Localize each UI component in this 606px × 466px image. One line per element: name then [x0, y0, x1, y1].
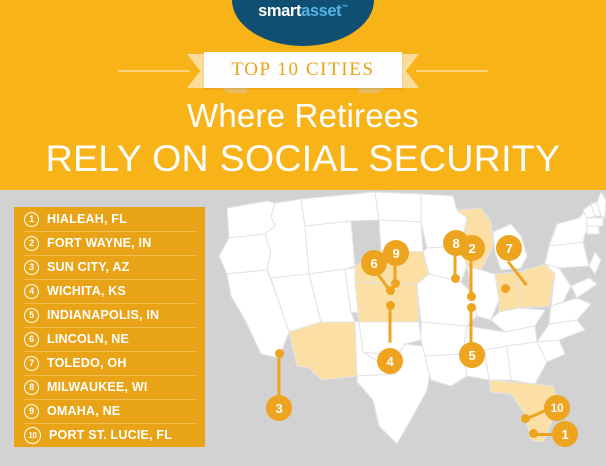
state-nj — [588, 251, 602, 275]
row-separator — [24, 423, 197, 424]
state-ct — [586, 225, 600, 235]
state-pa — [544, 241, 590, 269]
page-title: Where Retirees RELY ON SOCIAL SECURITY — [0, 96, 606, 180]
rank-badge: 6 — [24, 331, 39, 347]
map-dot-2 — [467, 292, 476, 301]
city-label: WICHITA, KS — [47, 284, 127, 298]
city-label: OMAHA, NE — [47, 404, 121, 418]
top-cities-list: 1 HIALEAH, FL 2 FORT WAYNE, IN 3 SUN CIT… — [14, 207, 205, 447]
row-separator — [24, 279, 197, 280]
list-item[interactable]: 10 PORT ST. LUCIE, FL — [14, 423, 205, 447]
ribbon-rule-left — [118, 70, 190, 72]
ribbon: TOP 10 CITIES — [0, 52, 606, 93]
list-item[interactable]: 5 INDIANAPOLIS, IN — [14, 303, 205, 327]
city-label: LINCOLN, NE — [47, 332, 130, 346]
title-line-1: Where Retirees — [186, 97, 420, 134]
map-marker-6[interactable]: 6 — [361, 250, 387, 276]
list-item[interactable]: 2 FORT WAYNE, IN — [14, 231, 205, 255]
row-separator — [24, 351, 197, 352]
state-nd — [374, 191, 422, 223]
ribbon-label: TOP 10 CITIES — [231, 59, 375, 80]
state-ky — [490, 307, 546, 333]
list-item[interactable]: 1 HIALEAH, FL — [14, 207, 205, 231]
list-item[interactable]: 8 MILWAUKEE, WI — [14, 375, 205, 399]
list-item[interactable]: 3 SUN CITY, AZ — [14, 255, 205, 279]
city-label: TOLEDO, OH — [47, 356, 127, 370]
row-separator — [24, 231, 197, 232]
city-label: MILWAUKEE, WI — [47, 380, 148, 394]
city-label: FORT WAYNE, IN — [47, 236, 152, 250]
state-ma — [586, 217, 604, 227]
ribbon-fold-left — [221, 88, 247, 93]
list-item[interactable]: 6 LINCOLN, NE — [14, 327, 205, 351]
list-item[interactable]: 4 WICHITA, KS — [14, 279, 205, 303]
state-nc — [536, 319, 586, 343]
map-dot-4 — [386, 301, 395, 310]
us-map: 8 9 6 4 3 2 7 5 10 1 — [205, 190, 606, 466]
row-separator — [24, 327, 197, 328]
rank-badge: 2 — [24, 235, 39, 251]
state-fl-highlight — [488, 379, 558, 443]
ribbon-fold-right — [359, 88, 385, 93]
header-banner: smartasset™ TOP 10 CITIES Where Retirees… — [0, 0, 606, 190]
rank-badge: 1 — [24, 211, 39, 227]
map-marker-10[interactable]: 10 — [544, 395, 570, 421]
leader-line-1 — [533, 433, 565, 436]
leader-line-3 — [277, 354, 281, 399]
row-separator — [24, 255, 197, 256]
state-wy — [304, 220, 356, 275]
logo-wordmark: smartasset™ — [232, 2, 374, 21]
leader-line-5 — [469, 308, 473, 344]
city-label: INDIANAPOLIS, IN — [47, 308, 160, 322]
rank-badge: 3 — [24, 259, 39, 275]
map-dot-5 — [467, 303, 476, 312]
state-or — [218, 233, 272, 275]
rank-badge: 10 — [24, 426, 41, 444]
map-dot-3 — [275, 349, 284, 358]
rank-badge: 9 — [24, 403, 39, 419]
state-oh-highlight — [518, 263, 556, 309]
map-dot-7 — [501, 284, 510, 293]
map-marker-1[interactable]: 1 — [552, 421, 578, 447]
map-marker-3[interactable]: 3 — [266, 395, 292, 421]
leader-line-4 — [388, 306, 392, 343]
rank-badge: 5 — [24, 307, 39, 323]
rank-badge: 8 — [24, 379, 39, 395]
row-separator — [24, 375, 197, 376]
list-item[interactable]: 7 TOLEDO, OH — [14, 351, 205, 375]
state-tx — [356, 343, 432, 445]
map-marker-5[interactable]: 5 — [459, 342, 485, 368]
leader-line-2 — [469, 258, 473, 296]
state-az-highlight — [288, 321, 358, 381]
logo-smart-text: smart — [258, 2, 302, 20]
map-marker-2[interactable]: 2 — [459, 235, 485, 261]
map-dot-6 — [386, 286, 395, 295]
map-dot-10 — [521, 414, 530, 423]
list-item[interactable]: 9 OMAHA, NE — [14, 399, 205, 423]
city-label: HIALEAH, FL — [47, 212, 127, 226]
title-line-2: RELY ON SOCIAL SECURITY — [45, 137, 561, 179]
map-dot-1 — [529, 429, 538, 438]
ribbon-rule-right — [416, 70, 488, 72]
rank-badge: 7 — [24, 355, 39, 371]
rank-badge: 4 — [24, 283, 39, 299]
state-md — [570, 277, 598, 299]
us-map-svg — [218, 191, 606, 445]
map-dot-8 — [451, 274, 460, 283]
map-marker-4[interactable]: 4 — [377, 348, 403, 374]
map-dot-9 — [391, 279, 400, 288]
logo-trademark-symbol: ™ — [341, 4, 348, 12]
state-va — [548, 297, 592, 325]
map-marker-7[interactable]: 7 — [496, 235, 522, 261]
state-ga — [506, 341, 548, 385]
smartasset-logo[interactable]: smartasset™ — [232, 0, 374, 46]
city-label: PORT ST. LUCIE, FL — [49, 428, 173, 442]
row-separator — [24, 399, 197, 400]
row-separator — [24, 303, 197, 304]
map-marker-9[interactable]: 9 — [383, 240, 409, 266]
city-label: SUN CITY, AZ — [47, 260, 130, 274]
state-mt — [300, 191, 380, 227]
logo-asset-text: asset — [301, 2, 342, 20]
ribbon-panel: TOP 10 CITIES — [204, 52, 402, 88]
